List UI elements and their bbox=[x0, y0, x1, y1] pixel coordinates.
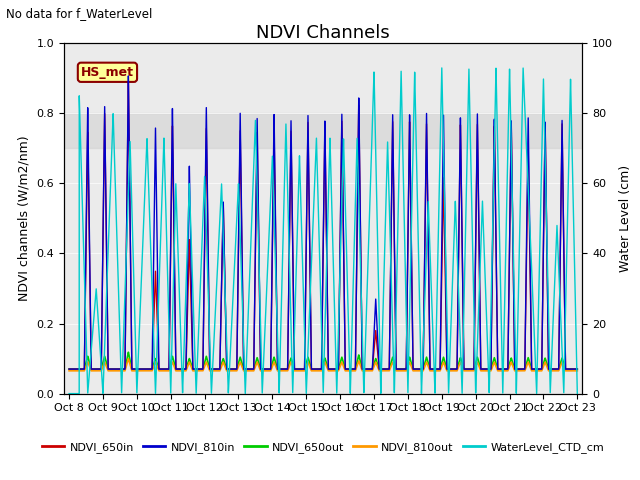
Bar bbox=[64, 113, 582, 148]
Y-axis label: Water Level (cm): Water Level (cm) bbox=[619, 165, 632, 272]
Text: No data for f_WaterLevel: No data for f_WaterLevel bbox=[6, 7, 153, 20]
Legend: NDVI_650in, NDVI_810in, NDVI_650out, NDVI_810out, WaterLevel_CTD_cm: NDVI_650in, NDVI_810in, NDVI_650out, NDV… bbox=[38, 438, 609, 457]
Y-axis label: NDVI channels (W/m2/nm): NDVI channels (W/m2/nm) bbox=[18, 135, 31, 301]
Title: NDVI Channels: NDVI Channels bbox=[257, 24, 390, 42]
Text: HS_met: HS_met bbox=[81, 66, 134, 79]
